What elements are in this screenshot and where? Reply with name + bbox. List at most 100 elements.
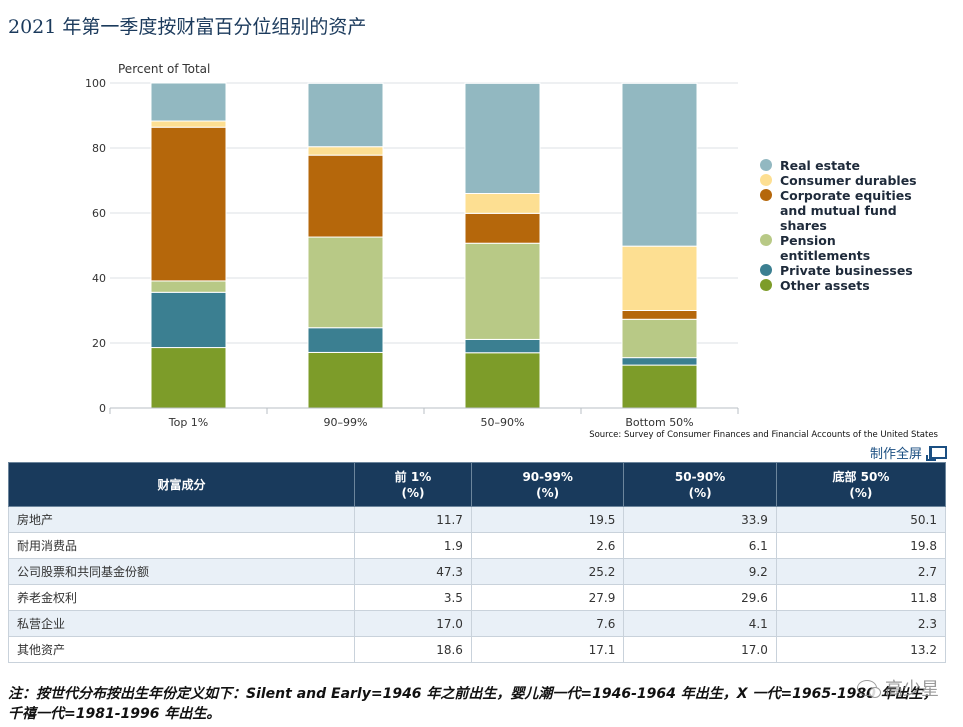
legend-swatch (760, 264, 772, 276)
legend-item: Other assets (758, 278, 930, 293)
legend-item: Private businesses (758, 263, 930, 278)
table-cell: 2.3 (775, 610, 947, 637)
table-cell: 25.2 (470, 558, 625, 585)
row-label: 公司股票和共同基金份额 (8, 558, 355, 585)
fullscreen-label: 制作全屏 (869, 447, 922, 462)
y-tick-label: 20 (92, 337, 106, 350)
bar-segment (150, 126, 227, 282)
bar-segment (307, 327, 384, 353)
table-cell: 9.2 (623, 558, 777, 585)
legend-swatch (760, 159, 772, 171)
table-cell: 17.1 (470, 636, 625, 663)
header-top1: 前 1% (%) (354, 462, 472, 507)
table-cell: 11.7 (354, 506, 472, 533)
legend-item: Pension entitlements (758, 233, 930, 263)
bar-segment (464, 193, 541, 214)
y-tick-label: 80 (92, 142, 106, 155)
bars (150, 82, 698, 409)
legend-label: Pension entitlements (780, 233, 871, 263)
header-bottom50: 底部 50% (%) (775, 462, 947, 507)
bar-segment (464, 212, 541, 244)
x-tick-label: 90–99% (324, 416, 368, 429)
bar-segment (464, 242, 541, 340)
y-axis-label: Percent of Total (118, 62, 210, 76)
legend-item: Consumer durables (758, 173, 930, 188)
table-cell: 13.2 (775, 636, 947, 663)
y-tick-label: 0 (99, 402, 106, 415)
row-label: 其他资产 (8, 636, 355, 663)
legend: Real estate Consumer durables Corporate eq… (758, 158, 930, 293)
legend-label: Other assets (780, 278, 870, 293)
bar-segment (150, 347, 227, 409)
table-cell: 50.1 (775, 506, 947, 533)
table-cell: 19.5 (470, 506, 625, 533)
table-row: 房地产 11.7 19.5 33.9 50.1 (8, 506, 947, 533)
row-label: 养老金权利 (8, 584, 355, 611)
table-row: 公司股票和共同基金份额 47.3 25.2 9.2 2.7 (8, 558, 947, 585)
bar-segment (307, 146, 384, 156)
bar-segment (464, 82, 541, 194)
data-table: 财富成分 前 1% (%) 90-99% (%) 50-90% (%) 底部 50%(… (8, 462, 947, 663)
legend-label: Real estate (780, 158, 860, 173)
wechat-icon (857, 680, 881, 698)
legend-label: Consumer durables (780, 173, 917, 188)
table-cell: 4.1 (623, 610, 777, 637)
bar-segment (307, 236, 384, 329)
bar-segment (621, 310, 698, 320)
bar-segment (464, 338, 541, 354)
header-90-99: 90-99% (%) (470, 462, 625, 507)
legend-item: Real estate (758, 158, 930, 173)
source-note: Source: Survey of Consumer Finances and … (589, 430, 938, 440)
bar-segment (621, 357, 698, 366)
table-cell: 17.0 (623, 636, 777, 663)
table-cell: 18.6 (354, 636, 472, 663)
x-tick-label: 50–90% (481, 416, 525, 429)
y-tick-label: 100 (85, 77, 106, 90)
bar-segment (621, 82, 698, 247)
bar-segment (150, 82, 227, 122)
table-cell: 1.9 (354, 532, 472, 559)
bar-segment (150, 280, 227, 293)
bar-segment (464, 352, 541, 409)
header-component: 财富成分 (8, 462, 355, 507)
row-label: 房地产 (8, 506, 355, 533)
watermark-text: 高少星 (885, 679, 939, 700)
fullscreen-icon (926, 446, 947, 461)
page-title: 2021 年第一季度按财富百分位组别的资产 (8, 16, 367, 38)
table-row: 养老金权利 3.5 27.9 29.6 11.8 (8, 584, 947, 611)
legend-label: Corporate equities and mutual fund share… (780, 188, 912, 233)
table-cell: 6.1 (623, 532, 777, 559)
legend-item: Corporate equities and mutual fund share… (758, 188, 930, 233)
table-cell: 11.8 (775, 584, 947, 611)
legend-swatch (760, 234, 772, 246)
legend-swatch (760, 174, 772, 186)
bar-segment (150, 291, 227, 349)
watermark: 高少星 (857, 675, 939, 701)
y-tick-label: 40 (92, 272, 106, 285)
table-cell: 29.6 (623, 584, 777, 611)
bar-segment (621, 318, 698, 359)
axes: 0 20 40 60 80 100 Top 1% 90–99% 50–90% Bottom 50% (85, 77, 739, 429)
table-cell: 27.9 (470, 584, 625, 611)
bar-segment (307, 154, 384, 238)
x-tick-label: Top 1% (168, 416, 209, 429)
fullscreen-button[interactable]: 制作全屏 (870, 443, 947, 462)
table-cell: 2.7 (775, 558, 947, 585)
table-cell: 47.3 (354, 558, 472, 585)
table-cell: 3.5 (354, 584, 472, 611)
table-cell: 17.0 (354, 610, 472, 637)
x-tick-label: Bottom 50% (625, 416, 693, 429)
footnote: 注：按世代分布按出生年份定义如下：Silent and Early=1946 年… (8, 686, 937, 722)
table-row: 耐用消费品 1.9 2.6 6.1 19.8 (8, 532, 947, 559)
row-label: 私营企业 (8, 610, 355, 637)
table-cell: 7.6 (470, 610, 625, 637)
table-row: 私营企业 17.0 7.6 4.1 2.3 (8, 610, 947, 637)
bar-segment (150, 120, 227, 128)
header-50-90: 50-90% (%) (623, 462, 777, 507)
y-tick-label: 60 (92, 207, 106, 220)
bar-segment (307, 351, 384, 409)
bar-segment (621, 364, 698, 409)
row-label: 耐用消费品 (8, 532, 355, 559)
legend-swatch (760, 189, 772, 201)
table-cell: 19.8 (775, 532, 947, 559)
